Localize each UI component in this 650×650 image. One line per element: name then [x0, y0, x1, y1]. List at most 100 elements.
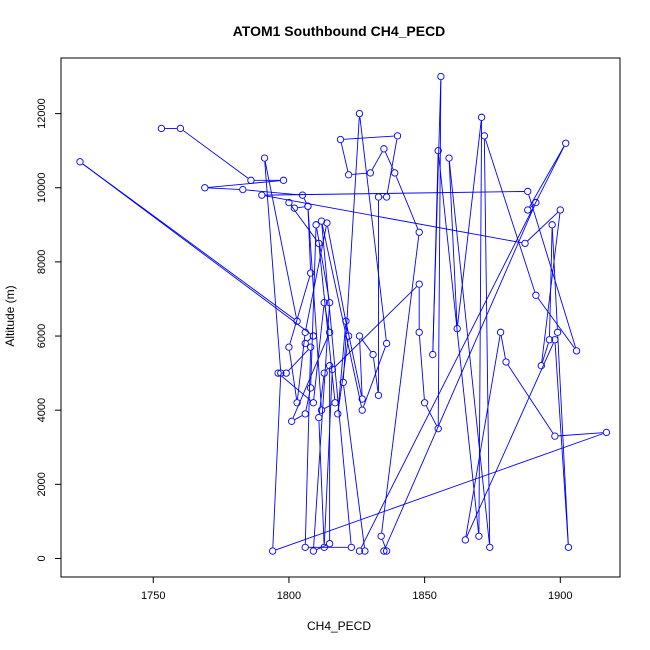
data-point [260, 154, 269, 162]
series-line-segment [438, 154, 479, 533]
x-axis-label: CH4_PECD [307, 619, 371, 633]
series-line-segment [265, 195, 522, 244]
data-point [486, 543, 494, 551]
data-point [317, 217, 326, 225]
data-point [355, 109, 364, 118]
data-point [323, 219, 331, 227]
data-point [393, 132, 402, 140]
data-point [545, 336, 554, 344]
data-point [279, 176, 288, 184]
series-line-segment [558, 432, 603, 437]
data-point [374, 391, 383, 399]
data-point [301, 410, 309, 418]
series-line-segment [289, 276, 311, 344]
series-line-segment [310, 228, 317, 385]
data-point [369, 350, 377, 359]
series-line-segment [554, 343, 569, 544]
series-line-segment [478, 120, 483, 533]
series-line-segment [500, 335, 506, 359]
series-line-segment [371, 151, 383, 171]
data-point [377, 532, 385, 540]
series-line-segment [305, 226, 327, 329]
series-line-segment [303, 198, 307, 204]
data-point [445, 154, 453, 162]
data-point [282, 369, 290, 377]
series-line-segment [551, 228, 558, 329]
data-point [572, 347, 581, 355]
series-line-segment [280, 375, 311, 401]
y-tick-label: 8000 [36, 250, 48, 274]
series-line-segment [313, 306, 330, 548]
data-point [480, 132, 488, 140]
series-line-segment [82, 163, 311, 335]
y-tick-label: 6000 [36, 324, 48, 348]
data-point [548, 221, 556, 229]
data-point [76, 158, 84, 166]
data-point [336, 135, 345, 144]
data-point [537, 362, 545, 370]
data-point [331, 399, 339, 407]
data-point [293, 317, 301, 325]
series-line-segment [373, 358, 379, 392]
series-line-segment [465, 335, 501, 537]
data-point [277, 369, 285, 377]
series-line-segment [327, 226, 349, 333]
data-point [382, 193, 391, 201]
data-point [347, 543, 356, 551]
series-line-segment [541, 343, 549, 363]
x-tick-label: 1800 [277, 590, 301, 602]
series-line-segment [208, 187, 240, 190]
series-line-segment [466, 342, 554, 537]
series-line-segment [289, 350, 298, 400]
data-point [344, 332, 353, 340]
data-point [307, 384, 315, 392]
series-line-segment [318, 421, 325, 544]
series-line-segment [507, 364, 554, 434]
x-tick-label: 1850 [412, 590, 436, 602]
data-point [176, 124, 185, 133]
data-point [475, 532, 483, 540]
data-point [532, 291, 540, 299]
data-point [524, 187, 532, 196]
series-line-segment [272, 376, 282, 548]
data-point [382, 339, 391, 348]
y-tick-label: 2000 [36, 472, 48, 496]
chart-title: ATOM1 Southbound CH4_PECD [233, 23, 446, 39]
x-axis: 1750 1800 1850 1900 [141, 577, 573, 602]
data-point [274, 369, 282, 377]
data-point [342, 317, 350, 325]
data-point [524, 206, 532, 214]
data-point [201, 184, 209, 192]
series-line-segment [432, 154, 439, 351]
data-point [380, 145, 388, 153]
data-point [366, 169, 374, 177]
series-line-segment [307, 209, 311, 270]
series-line-segment [290, 205, 318, 241]
series-line-segment [382, 539, 386, 548]
data-point [285, 343, 293, 351]
data-point [358, 395, 366, 403]
series-line-segment [384, 151, 394, 170]
series-line-segment [305, 391, 311, 411]
series-line-segment [437, 80, 442, 426]
data-point [293, 399, 301, 407]
y-tick-label: 0 [36, 555, 48, 561]
data-point [344, 171, 353, 179]
data-point [355, 547, 364, 555]
data-point [553, 328, 562, 336]
series-line-segment [419, 335, 425, 400]
data-point [285, 198, 293, 207]
series-line-segment [321, 224, 352, 544]
series-line-segment [363, 346, 386, 407]
series-line-segment [352, 172, 367, 175]
data-point [415, 280, 423, 288]
data-point [290, 204, 299, 212]
data-point [562, 139, 570, 147]
series-line-segment [246, 189, 299, 196]
data-point [320, 299, 328, 307]
data-point [382, 547, 391, 555]
series-line-segment [183, 130, 249, 179]
series-line-segment [316, 544, 327, 550]
data-point [288, 417, 296, 425]
series-line-segment [485, 139, 536, 292]
